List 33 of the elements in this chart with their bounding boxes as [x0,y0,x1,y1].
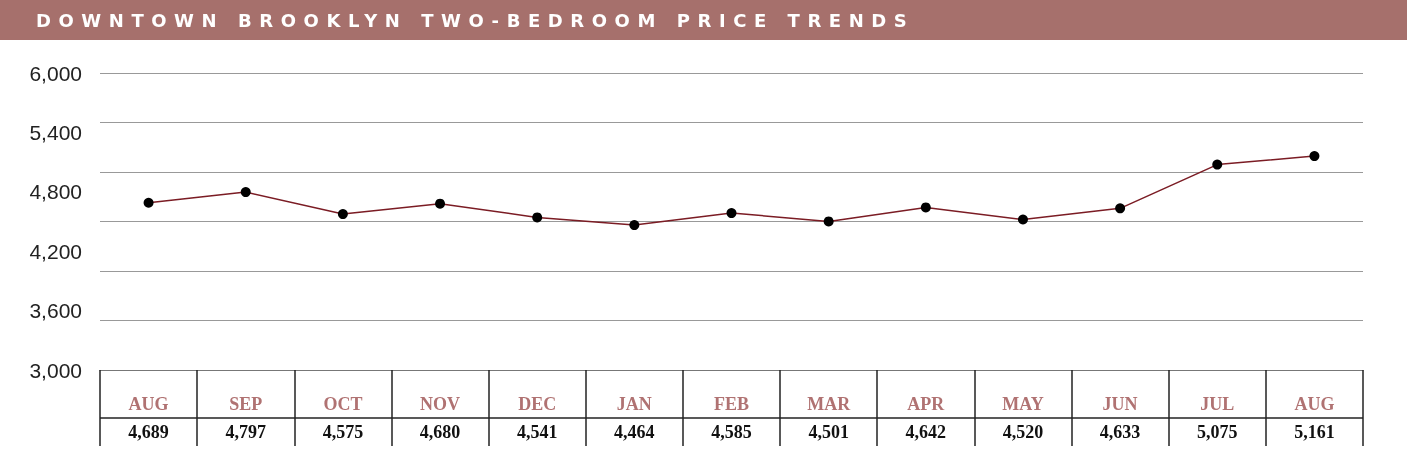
x-tick-label: APR [907,394,946,414]
x-tick-label: JUN [1102,394,1138,414]
x-tick-label: JAN [616,394,652,414]
data-label: 5,075 [1197,422,1238,442]
x-tick-label: FEB [713,394,750,414]
y-tick-label: 5,400 [29,120,82,144]
data-label: 4,642 [905,422,947,442]
data-label: 4,541 [516,422,558,442]
data-label: 5,161 [1294,422,1335,442]
data-label: 4,520 [1002,422,1044,442]
y-tick-label: 4,200 [29,239,82,263]
y-tick-label: 6,000 [29,61,82,85]
data-label: 4,575 [322,422,364,442]
x-tick-label: OCT [323,394,363,414]
x-tick-label: AUG [1294,394,1335,414]
data-label: 4,585 [711,422,752,442]
y-tick-label: 3,600 [29,299,82,323]
data-label: 4,689 [128,422,169,442]
x-tick-label: JUL [1200,394,1235,414]
data-label: 4,464 [614,422,655,442]
x-tick-label: NOV [420,394,461,414]
data-label: 4,501 [808,422,849,442]
x-tick-label: DEC [518,394,557,414]
x-tick-label: AUG [128,394,169,414]
x-tick-label: MAY [1002,394,1044,414]
data-label: 4,797 [225,422,266,442]
x-tick-label: SEP [229,394,263,414]
chart-title: DOWNTOWN BROOKLYN TWO-BEDROOM PRICE TRENDS [0,0,1407,40]
y-tick-label: 3,000 [29,358,82,382]
y-tick-label: 4,800 [29,180,82,204]
data-label: 4,633 [1099,422,1141,442]
data-label: 4,680 [419,422,461,442]
x-tick-label: MAR [807,394,852,414]
